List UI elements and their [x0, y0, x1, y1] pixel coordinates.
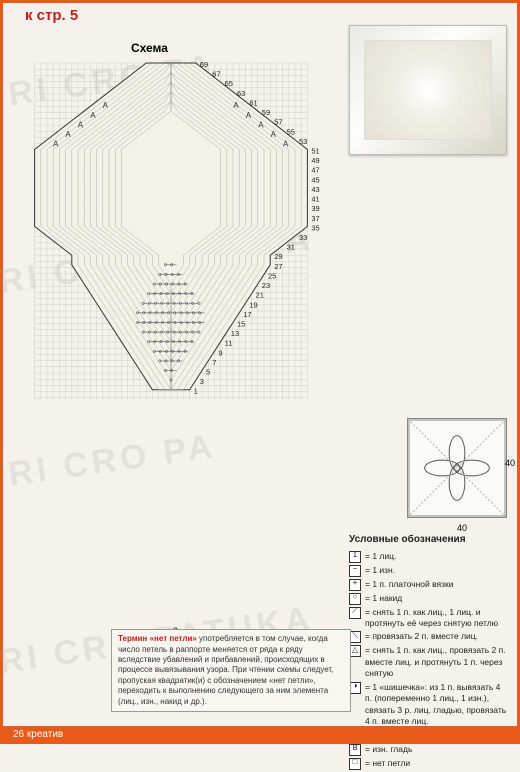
- term-body: употребляется в том случае, когда число …: [118, 634, 333, 705]
- svg-text:51: 51: [311, 146, 319, 155]
- svg-text:45: 45: [311, 175, 319, 184]
- page-footer: 26 креатив: [3, 726, 517, 744]
- svg-text:A: A: [90, 111, 96, 120]
- svg-text:A: A: [233, 101, 239, 110]
- svg-text:35: 35: [311, 223, 319, 232]
- knitting-chart: AAAAAAAAAA696765636159575553514947454341…: [31, 51, 351, 641]
- svg-text:55: 55: [287, 127, 295, 136]
- svg-text:37: 37: [311, 214, 319, 223]
- chart-svg: AAAAAAAAAA696765636159575553514947454341…: [31, 51, 351, 641]
- legend-text: = нет петли: [365, 758, 410, 769]
- svg-text:21: 21: [256, 291, 264, 300]
- svg-text:29: 29: [274, 252, 282, 261]
- svg-text:33: 33: [299, 233, 307, 242]
- svg-text:7: 7: [212, 358, 216, 367]
- svg-text:63: 63: [237, 89, 245, 98]
- svg-text:A: A: [78, 120, 84, 129]
- legend-text: = 1 накид: [365, 593, 402, 604]
- svg-text:59: 59: [262, 108, 270, 117]
- legend-symbol: +: [349, 579, 361, 591]
- page-reference: к стр. 5: [25, 7, 78, 24]
- legend-text: = снять 1 п. как лиц., 1 лиц. и протянут…: [365, 607, 509, 630]
- legend-row: ⟋ = снять 1 п. как лиц., 1 лиц. и протяну…: [349, 607, 509, 630]
- legend-row: I = 1 лиц.: [349, 551, 509, 563]
- legend-row: ⟍= провязать 2 п. вместе лиц.: [349, 631, 509, 643]
- svg-text:61: 61: [249, 98, 257, 107]
- legend-row: □ = нет петли: [349, 758, 509, 770]
- legend-symbol: ⟋: [349, 607, 361, 619]
- svg-text:31: 31: [287, 243, 295, 252]
- svg-text:A: A: [283, 140, 289, 149]
- svg-text:41: 41: [311, 195, 319, 204]
- svg-text:67: 67: [212, 70, 220, 79]
- svg-text:57: 57: [274, 118, 282, 127]
- svg-text:13: 13: [231, 329, 239, 338]
- legend-text: = 1 п. платочной вязки: [365, 579, 454, 590]
- legend-row: + = 1 п. платочной вязки: [349, 579, 509, 591]
- legend-text: = изн. гладь: [365, 744, 412, 755]
- legend-symbol: □: [349, 758, 361, 770]
- legend-row: ○ = 1 накид: [349, 593, 509, 605]
- svg-text:1: 1: [194, 387, 198, 396]
- mini-dim-right: 40: [505, 458, 515, 468]
- legend-symbol: −: [349, 565, 361, 577]
- svg-text:49: 49: [311, 156, 319, 165]
- mini-dim-bottom: 40: [457, 523, 467, 533]
- svg-text:3: 3: [200, 377, 204, 386]
- svg-text:9: 9: [218, 348, 222, 357]
- legend-row: ◑= 1 «шишечка»: из 1 п. вывязать 4 п. (п…: [349, 682, 509, 728]
- svg-text:43: 43: [311, 185, 319, 194]
- svg-text:17: 17: [243, 310, 251, 319]
- legend-text: = 1 лиц.: [365, 551, 396, 562]
- legend-text: = 1 «шишечка»: из 1 п. вывязать 4 п. (по…: [365, 682, 509, 728]
- svg-text:65: 65: [225, 79, 233, 88]
- legend-symbol: ○: [349, 593, 361, 605]
- term-title: Термин «нет петли»: [118, 634, 197, 643]
- svg-text:47: 47: [311, 166, 319, 175]
- product-photo: [349, 25, 507, 155]
- svg-text:53: 53: [299, 137, 307, 146]
- legend-symbol: I: [349, 551, 361, 563]
- svg-text:27: 27: [274, 262, 282, 271]
- svg-text:23: 23: [262, 281, 270, 290]
- svg-text:15: 15: [237, 319, 245, 328]
- svg-text:A: A: [53, 140, 59, 149]
- term-definition-box: Термин «нет петли» употребляется в том с…: [111, 629, 351, 712]
- svg-text:11: 11: [225, 339, 233, 348]
- svg-text:5: 5: [206, 368, 210, 377]
- legend-text: = провязать 2 п. вместе лиц.: [365, 631, 478, 642]
- svg-text:A: A: [65, 130, 71, 139]
- svg-text:39: 39: [311, 204, 319, 213]
- legend-row: −= 1 изн.: [349, 565, 509, 577]
- svg-text:69: 69: [200, 60, 208, 69]
- legend-title: Условные обозначения: [349, 533, 509, 547]
- svg-text:A: A: [258, 120, 264, 129]
- svg-text:A: A: [246, 111, 252, 120]
- svg-text:A: A: [271, 130, 277, 139]
- legend-row: △= снять 1 п. как лиц., провязать 2 п. в…: [349, 645, 509, 679]
- legend-text: = снять 1 п. как лиц., провязать 2 п. вм…: [365, 645, 509, 679]
- svg-text:25: 25: [268, 271, 276, 280]
- legend-text: = 1 изн.: [365, 565, 395, 576]
- legend-symbol: B: [349, 744, 361, 756]
- legend-row: B = изн. гладь: [349, 744, 509, 756]
- mini-layout-diagram: [407, 418, 507, 518]
- svg-text:19: 19: [249, 300, 257, 309]
- svg-text:A: A: [103, 101, 109, 110]
